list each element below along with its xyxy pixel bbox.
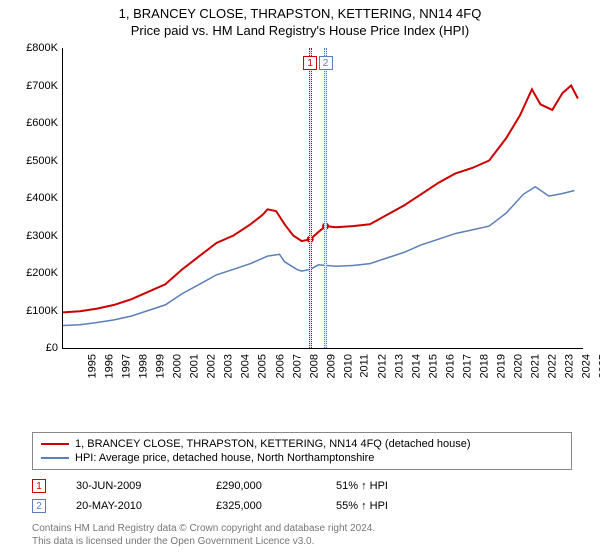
- event-marker-2: 2: [319, 56, 333, 70]
- sale-row: 1 30-JUN-2009 £290,000 51% ↑ HPI: [32, 476, 572, 496]
- x-tick-label: 1999: [155, 354, 167, 378]
- y-tick-label: £0: [10, 342, 58, 354]
- sale-price: £325,000: [216, 500, 306, 512]
- x-tick-label: 2005: [257, 354, 269, 378]
- event-marker-1: 1: [303, 56, 317, 70]
- y-tick-label: £100K: [10, 305, 58, 317]
- sale-date: 30-JUN-2009: [76, 480, 186, 492]
- x-tick-label: 2009: [325, 354, 337, 378]
- sale-row: 2 20-MAY-2010 £325,000 55% ↑ HPI: [32, 496, 572, 516]
- sale-date: 20-MAY-2010: [76, 500, 186, 512]
- x-tick-label: 2017: [462, 354, 474, 378]
- y-tick-label: £500K: [10, 155, 58, 167]
- legend-row: HPI: Average price, detached house, Nort…: [41, 451, 563, 465]
- legend-swatch: [41, 443, 69, 445]
- x-tick-label: 2000: [172, 354, 184, 378]
- x-tick-label: 2001: [189, 354, 201, 378]
- x-tick-label: 2010: [342, 354, 354, 378]
- x-tick-label: 2008: [308, 354, 320, 378]
- x-tick-label: 2003: [223, 354, 235, 378]
- x-tick-label: 2012: [376, 354, 388, 378]
- legend-label: 1, BRANCEY CLOSE, THRAPSTON, KETTERING, …: [75, 438, 471, 450]
- legend-label: HPI: Average price, detached house, Nort…: [75, 452, 374, 464]
- x-tick-label: 1995: [86, 354, 98, 378]
- title-address: 1, BRANCEY CLOSE, THRAPSTON, KETTERING, …: [0, 6, 600, 21]
- y-tick-label: £200K: [10, 267, 58, 279]
- sale-hpi: 55% ↑ HPI: [336, 500, 456, 512]
- chart-container: 1, BRANCEY CLOSE, THRAPSTON, KETTERING, …: [0, 0, 600, 560]
- x-tick-label: 2022: [547, 354, 559, 378]
- legend-row: 1, BRANCEY CLOSE, THRAPSTON, KETTERING, …: [41, 437, 563, 451]
- x-tick-label: 2011: [358, 354, 370, 378]
- x-tick-label: 1998: [138, 354, 150, 378]
- sales-table: 1 30-JUN-2009 £290,000 51% ↑ HPI 2 20-MAY-201…: [32, 476, 572, 516]
- x-tick-label: 1997: [121, 354, 133, 378]
- x-tick-label: 2006: [274, 354, 286, 378]
- legend-swatch: [41, 457, 69, 459]
- title-block: 1, BRANCEY CLOSE, THRAPSTON, KETTERING, …: [0, 0, 600, 38]
- y-tick-label: £800K: [10, 42, 58, 54]
- x-tick-label: 2020: [513, 354, 525, 378]
- title-subtitle: Price paid vs. HM Land Registry's House …: [0, 23, 600, 38]
- x-tick-label: 2016: [445, 354, 457, 378]
- x-tick-label: 2024: [581, 354, 593, 378]
- y-tick-label: £600K: [10, 117, 58, 129]
- sale-hpi: 51% ↑ HPI: [336, 480, 456, 492]
- x-tick-label: 2019: [496, 354, 508, 378]
- y-tick-label: £700K: [10, 80, 58, 92]
- x-tick-label: 1996: [104, 354, 116, 378]
- x-tick-label: 2014: [410, 354, 422, 378]
- y-tick-label: £300K: [10, 230, 58, 242]
- y-tick-label: £400K: [10, 192, 58, 204]
- series-line-hpi: [63, 187, 575, 326]
- x-tick-label: 2015: [427, 354, 439, 378]
- chart-area: £0£100K£200K£300K£400K£500K£600K£700K£80…: [10, 48, 590, 388]
- x-tick-label: 2002: [206, 354, 218, 378]
- x-tick-label: 2013: [393, 354, 405, 378]
- event-band: [324, 48, 327, 348]
- footer-attribution: Contains HM Land Registry data © Crown c…: [32, 522, 572, 548]
- x-tick-label: 2007: [291, 354, 303, 378]
- sale-price: £290,000: [216, 480, 306, 492]
- footer-line-1: Contains HM Land Registry data © Crown c…: [32, 522, 572, 535]
- series-line-price_paid: [63, 86, 578, 313]
- event-band: [309, 48, 312, 348]
- legend-box: 1, BRANCEY CLOSE, THRAPSTON, KETTERING, …: [32, 432, 572, 470]
- x-tick-label: 2018: [479, 354, 491, 378]
- x-tick-label: 2021: [530, 354, 542, 378]
- x-tick-label: 2023: [564, 354, 576, 378]
- plot-area: 12: [62, 48, 583, 349]
- x-tick-label: 2004: [240, 354, 252, 378]
- sale-marker-icon: 1: [32, 479, 46, 493]
- footer-line-2: This data is licensed under the Open Gov…: [32, 535, 572, 548]
- sale-marker-icon: 2: [32, 499, 46, 513]
